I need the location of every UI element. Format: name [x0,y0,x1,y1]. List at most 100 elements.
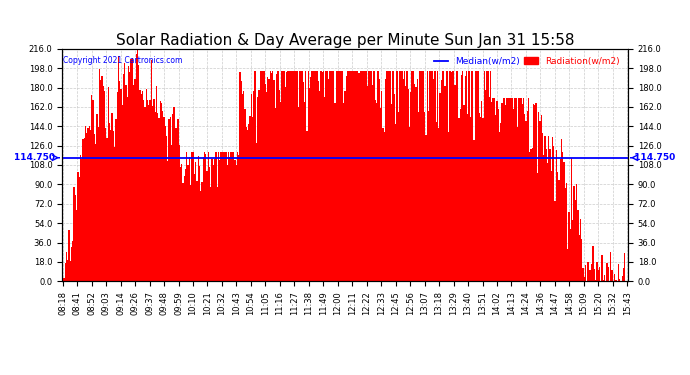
Bar [270,71,271,281]
Bar [318,81,319,281]
Bar [214,159,215,281]
Bar [532,148,533,281]
Bar [127,97,128,281]
Bar [452,71,453,281]
Bar [173,107,175,281]
Bar [469,71,470,281]
Bar [123,74,124,281]
Bar [437,71,438,281]
Bar [104,92,105,281]
Bar [279,90,280,281]
Bar [142,91,143,281]
Bar [504,98,505,281]
Bar [139,90,141,281]
Bar [413,71,414,281]
Bar [462,71,464,281]
Bar [500,123,502,281]
Bar [348,71,349,281]
Bar [548,136,549,281]
Bar [143,100,144,281]
Bar [259,71,261,281]
Bar [210,187,211,281]
Bar [540,115,542,281]
Bar [126,86,127,281]
Bar [186,152,188,281]
Bar [373,71,375,281]
Bar [77,172,79,281]
Bar [618,264,619,281]
Bar [481,101,482,281]
Bar [514,98,515,281]
Bar [164,117,165,281]
Bar [110,130,112,281]
Bar [571,158,572,281]
Bar [206,171,208,281]
Bar [105,128,106,281]
Bar [228,152,229,281]
Bar [440,93,441,281]
Bar [114,147,115,281]
Bar [204,152,205,281]
Bar [296,71,297,281]
Bar [237,152,238,281]
Bar [349,71,351,281]
Bar [128,66,129,281]
Bar [489,97,490,281]
Bar [344,91,346,281]
Bar [124,63,126,281]
Bar [286,72,288,281]
Bar [138,65,139,281]
Bar [542,133,543,281]
Bar [70,261,71,281]
Bar [95,144,97,281]
Bar [291,71,293,281]
Bar [446,71,447,281]
Bar [395,124,396,281]
Bar [229,157,230,281]
Bar [619,279,620,281]
Bar [508,98,509,281]
Bar [515,98,517,281]
Bar [426,71,428,281]
Bar [170,117,171,281]
Bar [261,71,262,281]
Bar [194,174,195,281]
Bar [280,102,281,281]
Bar [246,127,247,281]
Bar [290,71,291,281]
Bar [226,165,228,281]
Bar [575,200,576,281]
Bar [199,166,200,281]
Bar [364,71,366,281]
Bar [158,118,159,281]
Bar [580,219,581,281]
Bar [285,87,286,281]
Bar [253,92,255,281]
Bar [362,71,364,281]
Bar [441,80,442,281]
Bar [153,99,155,281]
Bar [402,80,404,281]
Bar [404,71,405,281]
Bar [448,132,449,281]
Title: Solar Radiation & Day Average per Minute Sun Jan 31 15:58: Solar Radiation & Day Average per Minute… [116,33,574,48]
Bar [596,262,598,281]
Bar [495,115,496,281]
Bar [176,128,177,281]
Bar [337,71,338,281]
Bar [476,71,477,281]
Bar [438,128,440,281]
Bar [591,264,593,281]
Bar [320,71,322,281]
Bar [264,71,265,281]
Bar [83,138,85,281]
Bar [431,71,432,281]
Bar [584,277,585,281]
Bar [262,71,264,281]
Bar [368,71,370,281]
Bar [529,152,531,281]
Bar [308,71,309,281]
Bar [338,71,339,281]
Bar [91,95,92,281]
Bar [334,103,335,281]
